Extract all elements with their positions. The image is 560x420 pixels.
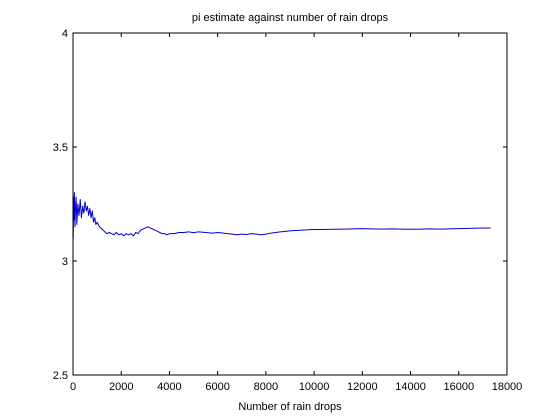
x-axis-label: Number of rain drops [238,401,342,413]
y-tick-label: 2.5 [53,370,68,382]
data-series [72,192,491,239]
x-tick-label: 6000 [205,381,229,393]
x-tick-label: 8000 [254,381,278,393]
plot-area-frame [72,32,508,376]
x-tick-label: 4000 [157,381,181,393]
x-tick-label: 12000 [347,381,378,393]
y-tick-label: 3.5 [53,142,68,154]
y-tick-label: 3 [62,256,68,268]
x-tick-label: 18000 [492,381,523,393]
x-tick-label: 2000 [109,381,133,393]
x-tick-label: 14000 [395,381,426,393]
y-tick-label: 4 [62,28,68,40]
x-tick-label: 16000 [443,381,474,393]
x-tick-label: 10000 [299,381,330,393]
axis-ticks: 0 2000 4000 6000 8000 10000 12000 14000 16000 180… [53,28,523,393]
x-tick-label: 0 [70,381,76,393]
pi-estimate-line [72,192,491,239]
chart-title: pi estimate against number of rain drops [192,12,389,24]
